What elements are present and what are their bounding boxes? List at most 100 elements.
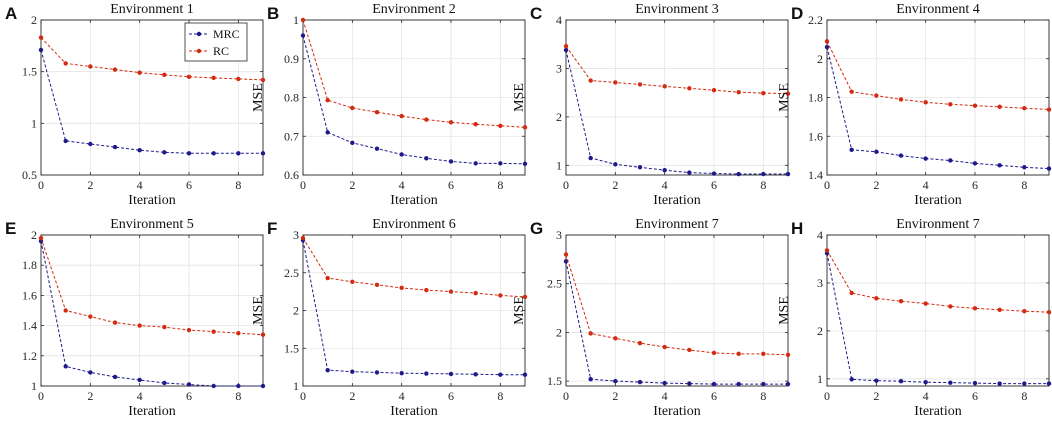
x-tick-label: 4: [923, 178, 929, 192]
data-point-mrc: [325, 367, 330, 373]
axes-box: [40, 19, 264, 176]
y-tick-label: 2: [31, 228, 37, 242]
data-point-rc: [588, 331, 593, 336]
data-point-rc: [300, 17, 306, 23]
legend-label-rc: RC: [213, 44, 229, 58]
data-point-rc: [563, 252, 569, 257]
data-point-rc: [473, 122, 478, 127]
y-tick-label: 0.8: [284, 91, 299, 105]
data-point-rc: [350, 279, 355, 285]
data-point-mrc: [563, 47, 569, 53]
x-axis-label: Iteration: [653, 404, 700, 419]
data-point-rc: [824, 39, 830, 44]
data-point-rc: [88, 64, 93, 69]
data-point-mrc: [498, 372, 503, 377]
data-point-rc: [399, 113, 404, 119]
x-tick-label: 6: [711, 389, 717, 403]
y-tick-label: 0.9: [284, 52, 299, 66]
data-point-mrc: [350, 140, 355, 146]
x-axis-label: Iteration: [128, 193, 175, 208]
chart-panel-b: 0 2 4 6 8 0.6 0.7 0.8 0.9 1 Environment 2 Iteration…: [251, 2, 528, 208]
data-point-rc: [88, 314, 93, 319]
data-point-rc: [711, 350, 717, 356]
data-point-rc: [374, 282, 380, 288]
data-point-mrc: [162, 380, 167, 386]
data-point-mrc: [824, 44, 830, 50]
x-tick-label: 0: [563, 389, 569, 403]
x-tick-label: 6: [448, 389, 454, 403]
x-tick-label: 2: [612, 389, 618, 403]
data-point-mrc: [260, 383, 266, 389]
series-line-mrc: [565, 261, 788, 385]
data-point-mrc: [761, 171, 766, 177]
data-point-rc: [849, 290, 854, 296]
legend: MRC RC: [184, 22, 248, 62]
x-tick-label: 4: [662, 389, 668, 403]
data-point-mrc: [448, 159, 454, 164]
data-point-rc: [824, 248, 830, 253]
x-axis-label: Iteration: [914, 404, 961, 419]
y-tick-label: 3: [556, 228, 562, 242]
data-point-mrc: [112, 144, 118, 150]
chart-title: Environment 7: [896, 217, 980, 232]
data-point-mrc: [522, 161, 528, 166]
data-point-rc: [948, 102, 953, 107]
x-tick-label: 4: [399, 178, 405, 192]
data-point-mrc: [1046, 166, 1052, 171]
data-point-mrc: [687, 381, 692, 386]
data-point-rc: [1046, 107, 1052, 112]
x-tick-label: 2: [87, 178, 93, 192]
x-tick-label: 0: [824, 389, 830, 403]
data-point-mrc: [473, 372, 478, 377]
data-point-rc: [374, 110, 380, 115]
data-point-mrc: [785, 171, 791, 177]
data-point-mrc: [736, 171, 741, 177]
data-point-rc: [112, 67, 118, 72]
data-point-mrc: [63, 138, 68, 144]
y-tick-label: 3: [556, 61, 562, 75]
data-point-mrc: [1022, 381, 1027, 386]
x-axis-label: Iteration: [914, 193, 961, 208]
y-tick-label: 1: [31, 379, 37, 393]
axes-box: [565, 19, 789, 176]
data-point-rc: [898, 298, 904, 304]
data-point-rc: [923, 301, 928, 306]
data-point-mrc: [588, 155, 593, 161]
x-tick-label: 4: [137, 178, 143, 192]
data-point-mrc: [424, 156, 429, 161]
data-point-rc: [687, 347, 692, 353]
chart-title: Environment 2: [372, 2, 456, 17]
y-axis-label: MSE: [0, 296, 3, 325]
data-point-rc: [63, 61, 68, 66]
panel-letter: D: [791, 4, 803, 23]
data-point-mrc: [711, 381, 717, 387]
data-point-mrc: [112, 374, 118, 380]
data-point-mrc: [236, 151, 241, 156]
x-tick-label: 8: [235, 178, 241, 192]
y-tick-label: 0.6: [284, 168, 299, 182]
x-tick-label: 2: [612, 178, 618, 192]
y-tick-label: 2: [31, 13, 37, 27]
data-point-rc: [38, 35, 44, 40]
data-point-mrc: [399, 370, 404, 376]
data-point-rc: [761, 351, 766, 357]
panel-letter: H: [791, 219, 803, 238]
series-line-mrc: [565, 49, 788, 175]
y-tick-label: 1: [556, 158, 562, 172]
data-point-rc: [736, 351, 741, 357]
x-tick-label: 4: [137, 389, 143, 403]
chart-panel-e: 0 2 4 6 8 1 1.2 1.4 1.6 1.8 2 Environment 5 Iteratio…: [0, 217, 266, 419]
data-point-mrc: [997, 163, 1002, 168]
data-point-mrc: [38, 47, 44, 53]
y-tick-label: 1: [293, 379, 299, 393]
data-point-rc: [399, 285, 404, 291]
data-point-rc: [448, 289, 454, 294]
data-point-rc: [236, 76, 241, 82]
x-tick-label: 8: [235, 389, 241, 403]
data-point-mrc: [424, 371, 429, 376]
data-point-rc: [711, 88, 717, 93]
data-point-rc: [38, 235, 44, 241]
legend-box: [184, 22, 248, 62]
x-tick-label: 4: [923, 389, 929, 403]
y-axis-label: MSE: [777, 296, 792, 325]
